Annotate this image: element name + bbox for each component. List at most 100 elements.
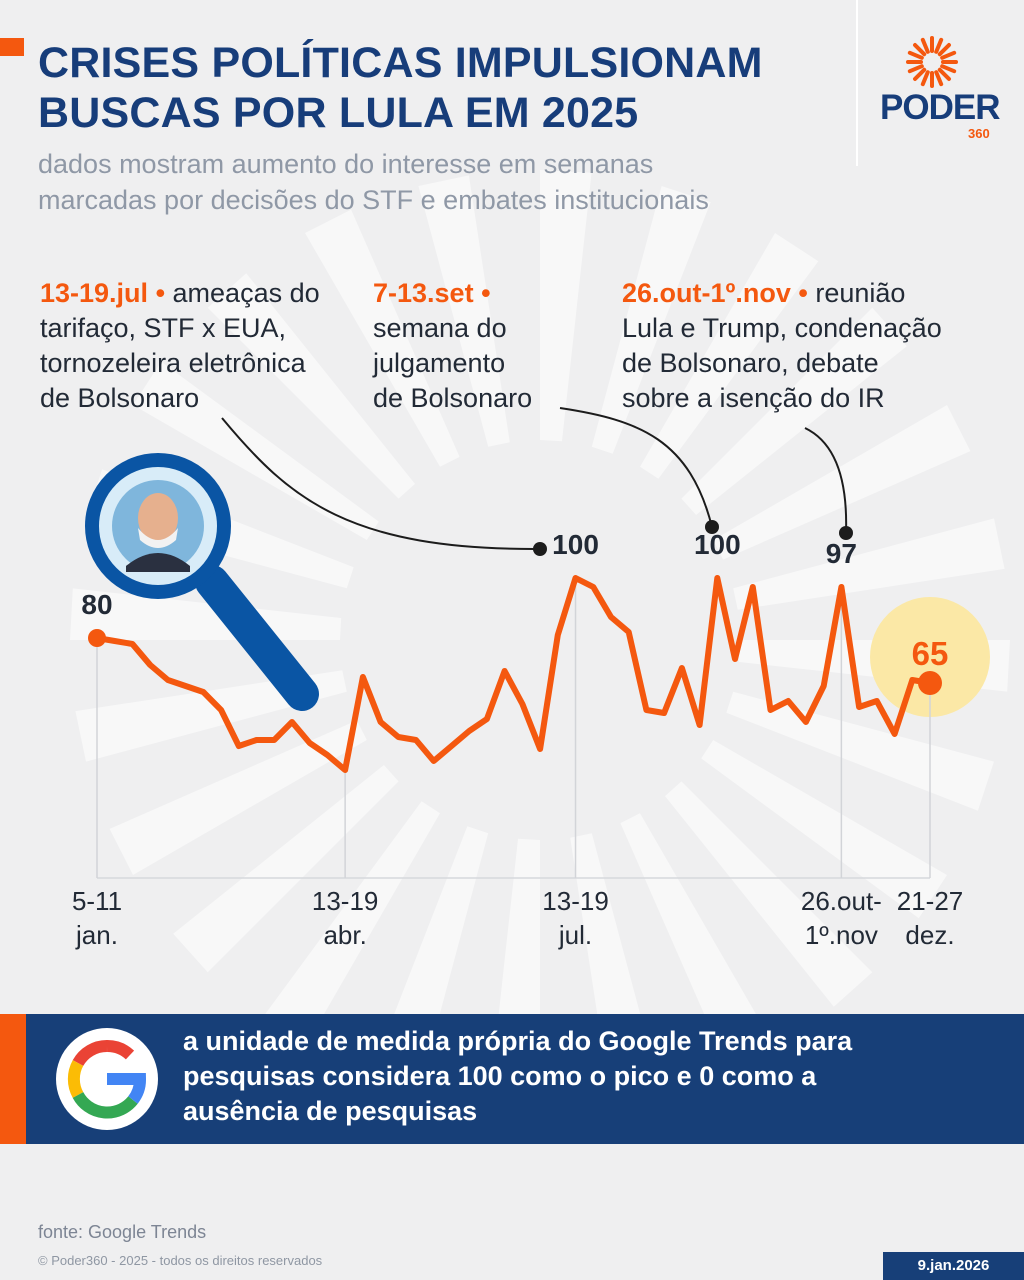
- source-note: fonte: Google Trends: [38, 1222, 207, 1242]
- info-text: a unidade de medida própria do Google Tr…: [183, 1024, 993, 1129]
- logo-word: PODER: [880, 88, 1000, 127]
- google-logo-badge: [56, 1028, 158, 1130]
- x-tick-line: jul.: [558, 920, 593, 950]
- sunburst-ray: [907, 50, 924, 60]
- sunburst-ray: [173, 765, 399, 973]
- annotation-text: de Bolsonaro: [373, 383, 533, 413]
- sunburst-ray: [305, 209, 460, 467]
- sunburst-ray: [591, 186, 711, 454]
- annotation-dot: [705, 520, 719, 534]
- x-tick-line: 26.out-: [800, 886, 882, 916]
- info-line: ausência de pesquisas: [183, 1096, 478, 1126]
- data-label: 100: [552, 529, 599, 560]
- data-label: 65: [912, 635, 949, 672]
- copyright-note: © Poder360 - 2025 - todos os direitos re…: [38, 1253, 323, 1268]
- sunburst-ray: [207, 273, 415, 499]
- line-chart: 80 100 100 97 65: [81, 407, 990, 879]
- annotation-text: tarifaço, STF x EUA,: [40, 313, 287, 343]
- data-label: 97: [826, 538, 857, 569]
- annotation-date: 13-19.jul: [40, 278, 149, 308]
- sunburst-icon: [906, 36, 958, 88]
- annotation-text: tornozeleira eletrônica: [40, 348, 306, 378]
- subtitle-line: dados mostram aumento do interesse em se…: [38, 149, 654, 179]
- sunburst-ray: [726, 691, 994, 811]
- sunburst-ray: [920, 70, 930, 87]
- info-bar: a unidade de medida própria do Google Tr…: [0, 1014, 1024, 1144]
- x-tick-line: 13-19: [542, 886, 609, 916]
- annotation-text: julgamento: [373, 348, 506, 378]
- sunburst-ray: [70, 588, 342, 640]
- annotation-dot: [533, 542, 547, 556]
- date-badge: 9.jan.2026: [883, 1252, 1024, 1280]
- annotation-dot: [839, 526, 853, 540]
- sunburst-ray: [133, 361, 379, 540]
- sunburst-ray: [940, 64, 957, 74]
- sunburst-ray: [940, 50, 957, 60]
- last-value-highlight: [870, 597, 990, 717]
- annotation-text: reunião: [815, 278, 906, 308]
- start-point-marker: [88, 629, 106, 647]
- annotation-out-nov: 26.out-1º.nov • reunião Lula e Trump, co…: [622, 276, 1002, 416]
- portrait-face: [138, 493, 178, 543]
- google-logo-icon: [67, 1039, 146, 1119]
- annotation-text: de Bolsonaro: [40, 383, 200, 413]
- annotation-bullet: •: [148, 278, 173, 308]
- portrait-beard: [138, 528, 178, 548]
- title-line: CRISES POLÍTICAS IMPULSIONAM: [38, 39, 763, 87]
- annotation-text: semana do: [373, 313, 507, 343]
- x-tick-line: 5-11: [71, 886, 123, 916]
- annotation-date: 26.out-1º.nov: [622, 278, 791, 308]
- x-tick-line: 21-27: [896, 886, 964, 916]
- x-tick-line: abr.: [323, 920, 367, 950]
- page-subtitle: dados mostram aumento do interesse em se…: [38, 146, 838, 218]
- annotation-text: sobre a isenção do IR: [622, 383, 885, 413]
- sunburst-ray: [701, 740, 947, 919]
- magnifier-handle: [195, 565, 319, 711]
- data-label: 100: [694, 529, 741, 560]
- annotation-date: 7-13.set: [373, 278, 474, 308]
- header-divider: [856, 0, 858, 166]
- poder360-logo: PODER 360: [872, 36, 1002, 146]
- sunburst-ray: [733, 518, 1005, 610]
- x-tick-line: jan.: [76, 920, 118, 950]
- annotation-set: 7-13.set • semana do julgamento de Bolso…: [373, 276, 593, 416]
- data-label: 80: [81, 589, 112, 620]
- logo-sub: 360: [968, 126, 990, 141]
- annotation-text: ameaças do: [172, 278, 320, 308]
- sunburst-ray: [937, 67, 951, 81]
- annotation-text: Lula e Trump, condenação: [622, 313, 942, 343]
- sunburst-ray: [665, 781, 873, 1007]
- x-tick-label: 26.out- 1º.nov: [771, 884, 911, 952]
- x-tick-label: 5-11 jan.: [27, 884, 167, 952]
- sunburst-ray: [640, 233, 819, 479]
- annotation-connector: [221, 417, 541, 551]
- x-tick-label: 21-27 dez.: [860, 884, 1000, 952]
- sunburst-ray: [920, 37, 930, 54]
- x-tick-label: 13-19 abr.: [275, 884, 415, 952]
- sunburst-ray: [937, 43, 951, 57]
- sunburst-ray: [109, 720, 367, 875]
- x-tick-line: dez.: [905, 920, 955, 950]
- end-point-marker: [918, 671, 942, 695]
- magnifier-lula-icon: [85, 453, 319, 711]
- annotation-jul: 13-19.jul • ameaças do tarifaço, STF x E…: [40, 276, 360, 416]
- subtitle-line: marcadas por decisões do STF e embates i…: [38, 185, 709, 215]
- title-line: BUSCAS POR LULA EM 2025: [38, 89, 639, 137]
- annotation-connector: [804, 427, 848, 534]
- sunburst-ray: [418, 175, 510, 447]
- sunburst-ray: [934, 37, 944, 54]
- x-tick-label: 13-19 jul.: [506, 884, 646, 952]
- annotation-bullet: •: [473, 278, 491, 308]
- info-line: a unidade de medida própria do Google Tr…: [183, 1026, 853, 1056]
- sunburst-ray: [907, 64, 924, 74]
- title-accent-bar: [0, 38, 24, 56]
- x-tick-line: 1º.nov: [804, 920, 878, 950]
- page-title: CRISES POLÍTICAS IMPULSIONAM BUSCAS POR …: [38, 38, 838, 138]
- sunburst-ray: [540, 170, 592, 442]
- info-line: pesquisas considera 100 como o pico e 0 …: [183, 1061, 817, 1091]
- sunburst-ray: [913, 67, 927, 81]
- sunburst-ray: [934, 70, 944, 87]
- sunburst-ray: [75, 670, 347, 762]
- annotation-text: de Bolsonaro, debate: [622, 348, 879, 378]
